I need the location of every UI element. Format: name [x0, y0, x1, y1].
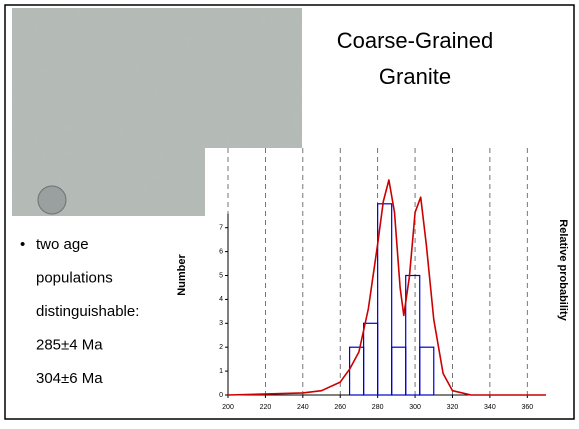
bullet-line: 285±4 Ma	[36, 336, 103, 353]
y-tick-label: 4	[219, 296, 223, 303]
slide: Coarse-Grained Granite • Number Relative…	[0, 0, 579, 424]
bullet-line: 304±6 Ma	[36, 370, 103, 387]
title-line: Coarse-Grained	[337, 28, 494, 53]
y-tick-label: 3	[219, 320, 223, 327]
y-tick-label: 5	[219, 272, 223, 279]
bullet-line: two age	[36, 236, 89, 253]
x-tick-label: 320	[447, 404, 459, 411]
y-tick-label: 7	[219, 225, 223, 232]
y-tick-label: 2	[219, 344, 223, 351]
y-tick-label: 0	[219, 392, 223, 399]
x-tick-label: 360	[521, 404, 533, 411]
x-tick-label: 340	[484, 404, 496, 411]
x-tick-label: 240	[297, 404, 309, 411]
x-tick-label: 200	[222, 404, 234, 411]
y-axis-title: Number	[176, 254, 188, 296]
y-tick-label: 6	[219, 248, 223, 255]
bullet-line: populations	[36, 269, 113, 286]
x-tick-label: 220	[260, 404, 272, 411]
y-tick-label: 1	[219, 368, 223, 375]
x-tick-label: 260	[334, 404, 346, 411]
bullet-line: distinguishable:	[36, 303, 139, 320]
x-tick-label: 300	[409, 404, 421, 411]
bullet-dot: •	[20, 236, 25, 253]
y2-axis-title: Relative probability	[557, 219, 569, 321]
x-tick-label: 280	[372, 404, 384, 411]
chart-area	[205, 148, 548, 410]
title-line: Granite	[379, 64, 451, 89]
